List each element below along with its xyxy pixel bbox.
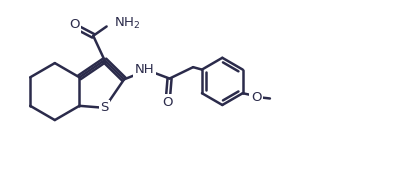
- Text: O: O: [162, 96, 173, 109]
- Text: S: S: [100, 101, 109, 114]
- Text: NH$_2$: NH$_2$: [113, 16, 140, 31]
- Text: O: O: [250, 91, 261, 104]
- Text: NH: NH: [134, 63, 154, 76]
- Text: O: O: [69, 18, 79, 31]
